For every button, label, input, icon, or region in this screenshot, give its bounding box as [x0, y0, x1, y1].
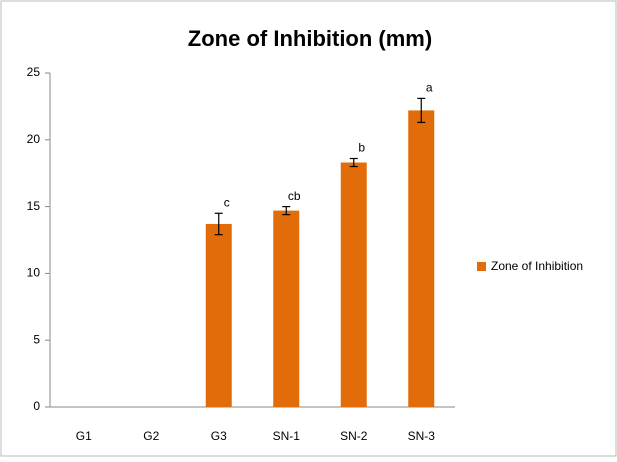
y-tick-label: 10	[27, 266, 41, 280]
annotation: b	[358, 141, 365, 155]
y-tick-label: 5	[33, 332, 40, 346]
y-tick-label: 0	[33, 399, 40, 413]
error-bar	[282, 206, 291, 216]
annotation: a	[426, 81, 433, 95]
error-bar	[214, 212, 223, 236]
x-tick-label: SN-3	[408, 429, 436, 443]
annotation: cb	[288, 189, 301, 203]
x-tick-label: G3	[211, 429, 227, 443]
bar	[205, 223, 232, 407]
bar	[273, 210, 300, 407]
chart-title: Zone of Inhibition (mm)	[188, 26, 432, 51]
x-tick-label: G2	[143, 429, 159, 443]
annotation: c	[224, 195, 230, 209]
x-tick-label: SN-1	[273, 429, 301, 443]
error-bar	[349, 157, 358, 168]
bar	[408, 110, 435, 408]
bar	[340, 162, 367, 407]
legend-swatch	[477, 262, 486, 271]
y-tick-label: 20	[27, 132, 41, 146]
y-tick-label: 25	[27, 65, 41, 79]
x-tick-label: SN-2	[340, 429, 368, 443]
error-bar	[417, 97, 426, 124]
x-tick-label: G1	[76, 429, 92, 443]
legend-label: Zone of Inhibition	[491, 259, 583, 273]
y-tick-label: 15	[27, 199, 41, 213]
